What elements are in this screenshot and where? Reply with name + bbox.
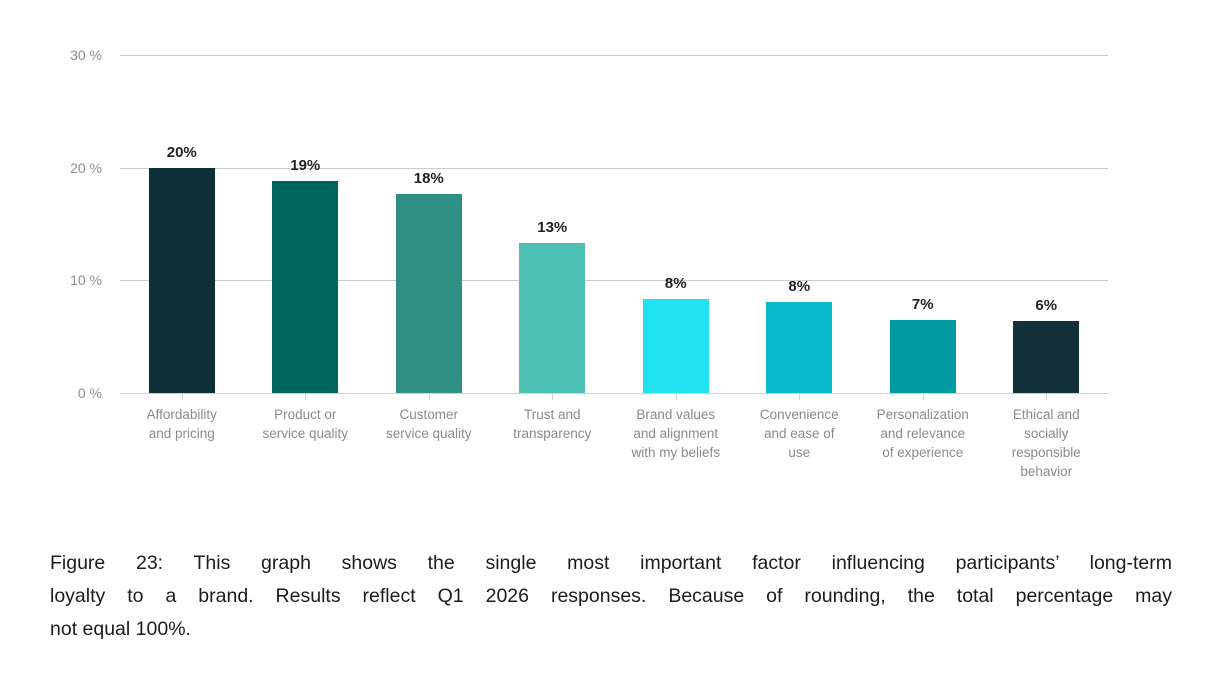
bar-value-label: 20% bbox=[166, 144, 197, 161]
category-label: Personalization and relevance of experie… bbox=[876, 407, 969, 460]
bar-value-label: 19% bbox=[290, 157, 321, 174]
plot-area: 30 % 20 % 10 % 0 % 20% Affordability and pric… bbox=[70, 47, 1108, 479]
bar bbox=[519, 243, 586, 393]
y-tick-label: 10 % bbox=[70, 272, 102, 289]
bar bbox=[889, 320, 956, 393]
y-tick-label: 0 % bbox=[77, 385, 102, 401]
x-axis-line bbox=[120, 393, 1108, 394]
bar-value-label: 8% bbox=[664, 275, 687, 292]
bar bbox=[272, 181, 339, 393]
category-label: Convenience and ease of use bbox=[759, 407, 839, 460]
bar-value-label: 6% bbox=[1035, 297, 1058, 314]
x-tick-mark bbox=[675, 393, 677, 400]
category-label: Product or service quality bbox=[262, 407, 349, 441]
caption-line: loyalty to a brand. Results reflect Q1 2… bbox=[50, 585, 1172, 607]
x-tick-mark bbox=[552, 393, 554, 400]
bar bbox=[1013, 321, 1080, 393]
bar bbox=[766, 302, 833, 393]
gridline bbox=[120, 55, 1108, 56]
gridline bbox=[120, 167, 1108, 169]
y-tick-label: 30 % bbox=[70, 47, 102, 63]
bar-value-label: 13% bbox=[537, 219, 568, 236]
bar-value-label: 7% bbox=[911, 296, 934, 313]
category-label: Trust and transparency bbox=[513, 407, 592, 441]
y-tick-label: 20 % bbox=[70, 159, 102, 176]
category-label: Affordability and pricing bbox=[146, 407, 217, 441]
category-label: Customer service quality bbox=[385, 407, 472, 441]
x-tick-mark bbox=[799, 393, 801, 400]
x-tick-mark bbox=[181, 393, 183, 400]
bar-value-label: 18% bbox=[413, 170, 444, 187]
x-tick-mark bbox=[305, 393, 307, 400]
bar bbox=[395, 194, 462, 393]
caption-line: Figure 23: This graph shows the single m… bbox=[50, 552, 1172, 574]
x-tick-mark bbox=[922, 393, 924, 400]
bar-value-label: 8% bbox=[788, 278, 811, 295]
category-label: Brand values and alignment with my belie… bbox=[631, 407, 721, 460]
x-tick-mark bbox=[428, 393, 430, 400]
caption-line: not equal 100%. bbox=[50, 618, 191, 640]
gridline bbox=[120, 280, 1108, 282]
bar bbox=[642, 299, 709, 393]
x-tick-mark bbox=[1046, 393, 1048, 400]
figure-caption: Figure 23: This graph shows the single m… bbox=[50, 547, 1172, 646]
category-label: Ethical and socially responsible behavio… bbox=[1011, 407, 1081, 479]
bar bbox=[148, 168, 215, 393]
